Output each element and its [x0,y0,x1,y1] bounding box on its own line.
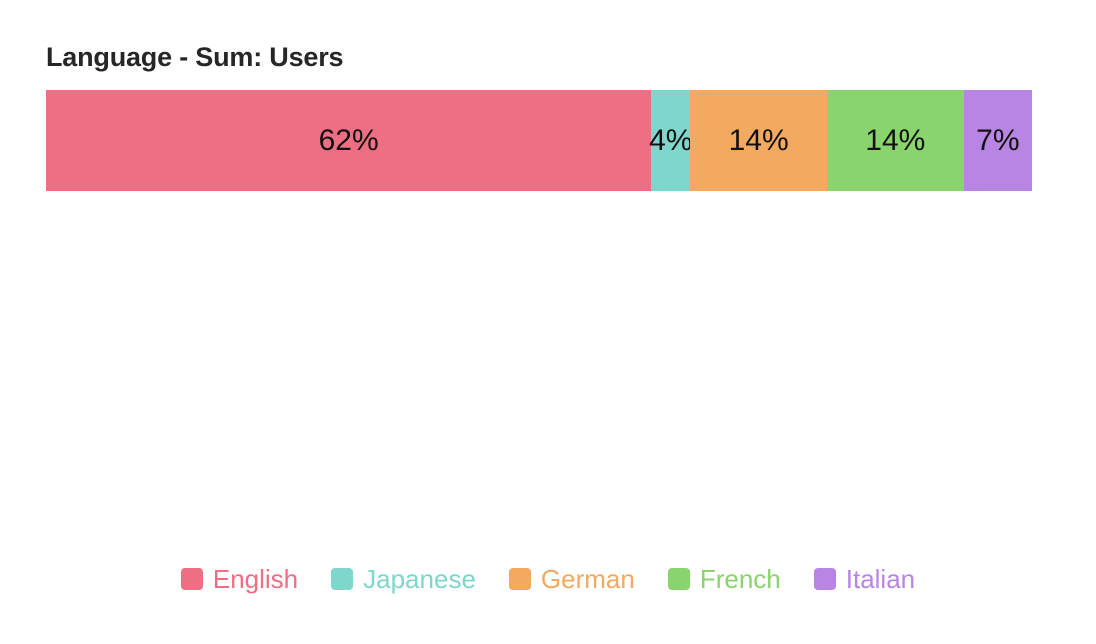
segment-value-label-french: 14% [865,123,926,157]
bar-segment-french[interactable]: 14% [826,90,964,191]
segment-value-label-japanese: 4% [649,123,693,157]
legend-label-japanese: Japanese [363,564,476,594]
legend-item-french[interactable]: French [667,564,781,594]
segment-value-label-italian: 7% [976,123,1020,157]
segment-value-label-english: 62% [318,123,379,157]
stacked-bar: 62% 4% 14% 14% 7% [46,90,1032,191]
bar-segment-italian[interactable]: 7% [963,90,1032,191]
legend-swatch-german [508,568,531,590]
legend-label-english: English [212,564,299,594]
legend-swatch-japanese [331,568,354,590]
legend-item-english[interactable]: English [180,564,299,594]
legend-item-japanese[interactable]: Japanese [331,566,476,592]
bar-segment-english[interactable]: 62% [46,90,652,191]
legend-item-italian[interactable]: Italian [813,564,916,594]
legend-swatch-english [180,568,203,590]
legend-swatch-italian [813,568,836,590]
legend-item-german[interactable]: German [508,564,635,594]
bar-segment-japanese[interactable]: 4% [649,90,693,191]
legend-label-french: French [699,564,781,594]
legend-swatch-french [667,568,690,590]
bar-segment-german[interactable]: 14% [690,90,827,191]
legend-label-german: German [540,564,635,594]
legend: English Japanese German French Italian [0,566,1096,592]
chart-title: Language - Sum: Users [46,42,344,72]
legend-label-italian: Italian [845,564,916,594]
segment-value-label-german: 14% [728,123,789,157]
